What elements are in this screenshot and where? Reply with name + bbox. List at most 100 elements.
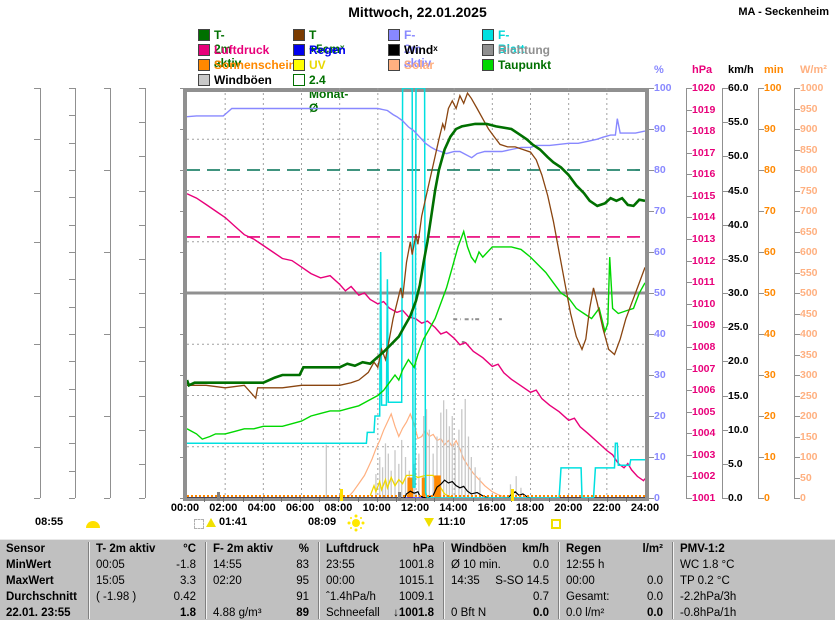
axis-tick — [648, 129, 654, 130]
table-separator — [672, 542, 674, 619]
table-cell-value: 1009.1 — [398, 591, 434, 603]
axis-tick — [139, 224, 145, 226]
axis-unit-label: W/m² — [800, 64, 827, 76]
legend-label: T- 2m aktiv — [214, 28, 242, 70]
axis-tick — [139, 156, 145, 158]
plot-border-bottom — [183, 498, 649, 501]
axis-tick-label: 70 — [764, 205, 776, 217]
axis-tick-label: 100 — [800, 451, 818, 463]
sunset-time: 17:05 — [500, 516, 529, 528]
hour-tick — [568, 498, 570, 502]
station-name: MA - Seckenheim — [738, 6, 829, 18]
axis-tick-label: 1012 — [692, 254, 716, 267]
table-cell-value: 1001.8 — [398, 559, 434, 571]
axis-tick-label: 80 — [764, 164, 776, 176]
axis-tick-label: 450 — [800, 307, 818, 320]
axis-tick — [794, 436, 800, 438]
chart-plot — [187, 88, 645, 498]
table-cell-label: WC 1.8 °C — [680, 559, 735, 571]
axis-tick — [722, 463, 728, 465]
axis-tick — [34, 344, 40, 346]
table-cell-label: 4.88 g/m³ — [213, 607, 262, 619]
corner-time: 08:55 — [35, 516, 64, 528]
axis-tick — [794, 108, 800, 110]
axis-tick-label: 1011 — [692, 276, 715, 289]
table-cell-value: 0.0 — [533, 559, 549, 571]
axis-tick — [686, 217, 692, 219]
axis-tick-label: 350 — [800, 348, 818, 361]
stats-table: Sensor MinWert MaxWert Durchschnitt 22.01. 2… — [0, 539, 835, 620]
axis-tick-label: 1019 — [692, 103, 716, 116]
axis-tick-label: 1009 — [692, 319, 716, 332]
sunshine-bar — [407, 477, 414, 498]
legend-label: Windˣ — [404, 43, 438, 57]
table-cell-label: Gesamt: — [566, 591, 610, 603]
sunrise-sun-icon — [352, 519, 360, 527]
legend-swatch-icon — [482, 59, 494, 71]
axis-tick — [794, 129, 800, 130]
axis-tick — [758, 170, 764, 171]
axis-tick — [139, 361, 145, 363]
axis-tick-label: 1018 — [692, 125, 716, 138]
axis-unit-label: hPa — [692, 64, 713, 76]
axis-tick-label: 10.0 — [728, 423, 749, 436]
table-cell-value: 0.0 — [533, 607, 549, 619]
table-cell-value: S-SO 14.5 — [495, 575, 549, 587]
axis-tick — [69, 334, 75, 335]
plot-border-left — [183, 88, 187, 501]
axis-tick — [794, 477, 800, 479]
legend-swatch-icon — [388, 59, 400, 71]
table-separator — [443, 542, 445, 619]
sunset-tick — [511, 489, 514, 501]
axis-tick — [104, 498, 110, 499]
axis-tick — [686, 325, 692, 327]
axis-tick — [139, 190, 145, 192]
table-col-unit: °C — [183, 543, 196, 555]
axis-tick — [648, 334, 654, 335]
hour-tick — [395, 498, 397, 502]
axis-tick — [758, 211, 764, 212]
legend-swatch-icon — [198, 74, 210, 86]
series-t2maktiv — [187, 122, 645, 388]
axis-tick-label: 30 — [764, 369, 776, 381]
axis-tick — [139, 463, 145, 465]
table-separator — [318, 542, 320, 619]
axis-tick — [69, 443, 75, 445]
hour-tick — [606, 498, 608, 502]
axis-tick — [794, 252, 800, 253]
axis-tick-label: 200 — [800, 410, 818, 422]
table-col-unit: % — [298, 543, 309, 555]
axis-tick-label: 1005 — [692, 405, 716, 418]
hour-tick — [300, 498, 301, 502]
axis-tick — [722, 327, 728, 329]
table-cell-value: 3.3 — [180, 575, 196, 587]
axis-tick — [686, 131, 692, 133]
axis-tick — [794, 231, 800, 233]
axis-tick — [34, 139, 40, 141]
table-col-header: Windböen — [451, 543, 507, 555]
moonrise-tick — [217, 492, 220, 501]
axis-tick-label: 50 — [654, 287, 666, 299]
series-luftdruck — [187, 193, 645, 482]
legend-label: F- 2m aktiv — [404, 28, 432, 70]
table-cell-label: 0 Bft N — [451, 607, 487, 619]
axis-tick — [686, 433, 692, 435]
series-wind — [187, 479, 645, 498]
legend-label: Richtung — [498, 43, 550, 57]
axis-tick — [139, 258, 145, 260]
axis-line — [110, 88, 111, 498]
table-cell-label: 00:00 — [566, 575, 595, 587]
hour-tick — [549, 498, 551, 502]
axis-tick — [686, 88, 692, 89]
table-cell-value: 89 — [296, 607, 309, 619]
axis-tick — [34, 498, 40, 499]
table-cell-value: -1.8 — [176, 559, 196, 571]
axis-tick — [104, 416, 110, 417]
table-col-unit: km/h — [522, 543, 549, 555]
axis-tick — [648, 375, 654, 376]
sunshine-baseline — [187, 495, 645, 497]
axis-line — [686, 88, 687, 498]
table-cell-label: ( -1.98 ) — [96, 591, 137, 603]
table-cell-value: 0.42 — [173, 591, 196, 603]
